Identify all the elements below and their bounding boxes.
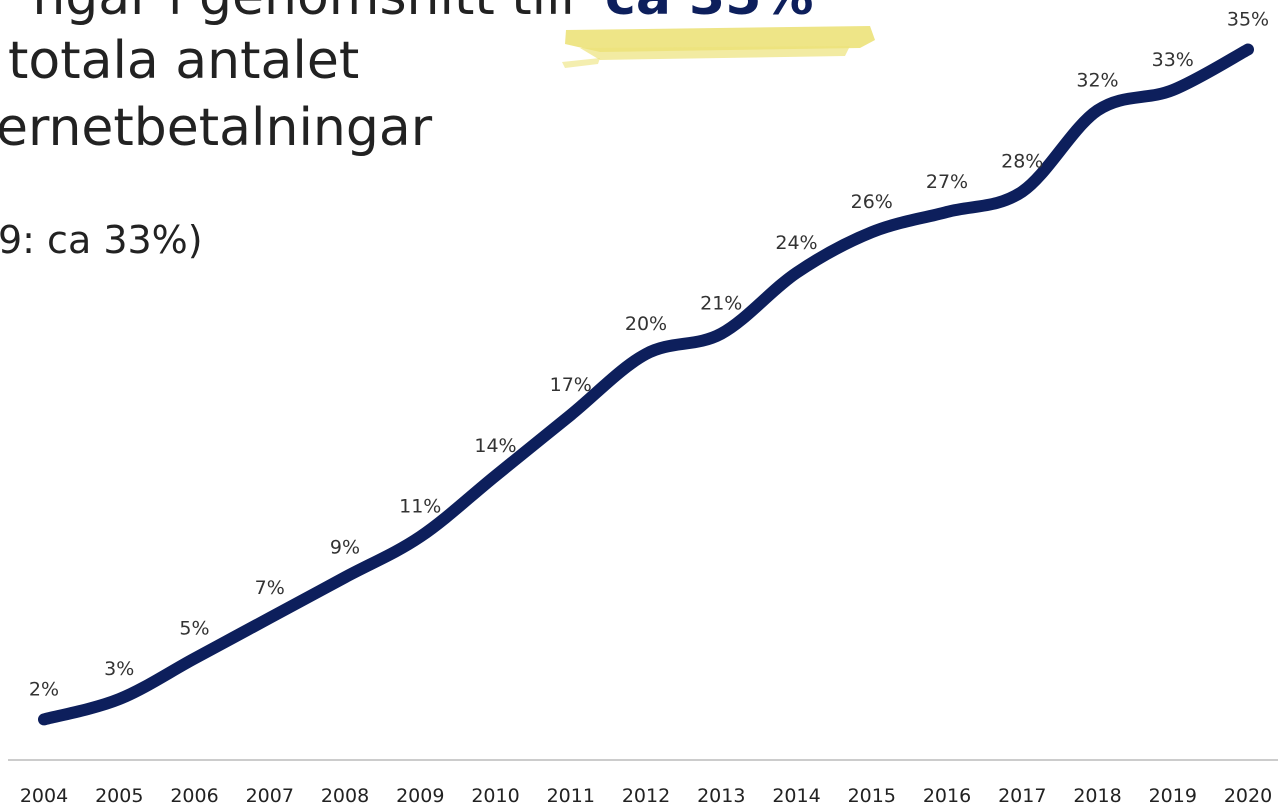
title-line: ernetbetalningar: [0, 98, 433, 158]
x-tick-label: 2017: [998, 785, 1046, 806]
x-tick-label: 2013: [697, 785, 745, 806]
x-tick-label: 2008: [321, 785, 369, 806]
x-tick-label: 2018: [1073, 785, 1121, 806]
data-label: 5%: [179, 618, 209, 640]
subtitle: 9: ca 33%): [0, 218, 203, 262]
x-tick-label: 2014: [772, 785, 820, 806]
x-tick-label: 2015: [848, 785, 896, 806]
x-tick-label: 2012: [622, 785, 670, 806]
x-tick-label: 2009: [396, 785, 444, 806]
data-label: 24%: [775, 232, 817, 254]
highlight-brush: [562, 26, 875, 68]
data-label: 20%: [625, 313, 667, 335]
data-label: 35%: [1227, 9, 1269, 31]
data-label: 26%: [851, 191, 893, 213]
x-tick-label: 2007: [246, 785, 294, 806]
data-label: 21%: [700, 293, 742, 315]
title-highlight: ca 35%: [605, 0, 813, 27]
data-label: 27%: [926, 171, 968, 193]
x-tick-label: 2011: [547, 785, 595, 806]
x-tick-label: 2004: [20, 785, 68, 806]
title-line: ngar i genomsnitt till: [32, 0, 575, 27]
x-tick-label: 2005: [95, 785, 143, 806]
data-label: 32%: [1076, 69, 1118, 91]
data-label: 3%: [104, 658, 134, 680]
x-tick-label: 2019: [1149, 785, 1197, 806]
data-label: 33%: [1152, 49, 1194, 71]
x-tick-label: 2020: [1224, 785, 1272, 806]
data-label: 7%: [255, 577, 285, 599]
title-line: totala antalet: [8, 31, 359, 91]
x-tick-label: 2006: [170, 785, 218, 806]
data-label: 28%: [1001, 151, 1043, 173]
data-label: 17%: [550, 374, 592, 396]
data-label: 14%: [474, 435, 516, 457]
x-tick-label: 2016: [923, 785, 971, 806]
x-tick-label: 2010: [471, 785, 519, 806]
data-label: 11%: [399, 496, 441, 518]
data-label: 9%: [330, 536, 360, 558]
data-label: 2%: [29, 678, 59, 700]
line: [38, 43, 1254, 726]
